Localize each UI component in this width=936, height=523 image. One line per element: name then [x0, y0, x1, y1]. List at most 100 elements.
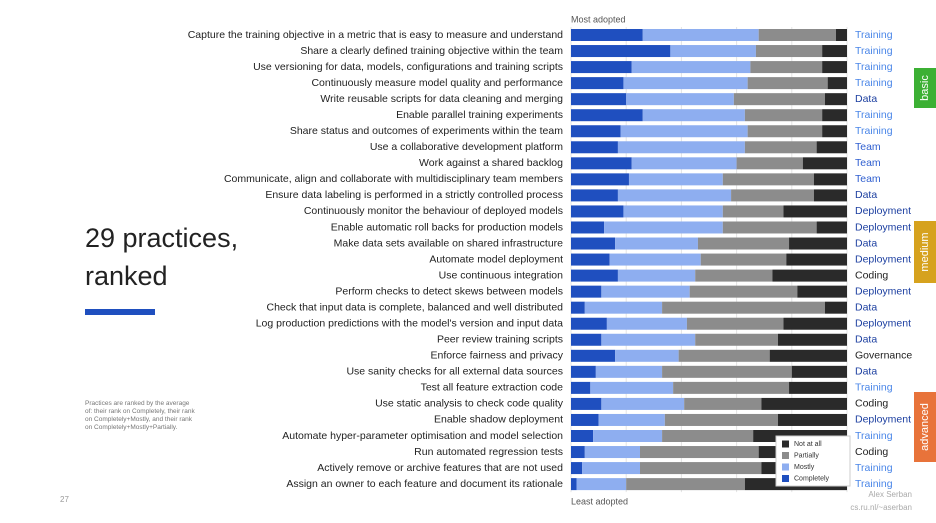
category-label: Make data sets available on shared infra… [334, 237, 564, 249]
top-label: Most adopted [571, 14, 626, 24]
bar-segment [722, 205, 784, 218]
category-label: Enforce fairness and privacy [431, 350, 564, 362]
bar-segment [617, 141, 745, 154]
category-label: Enable parallel training experiments [396, 109, 563, 121]
bar-segment [678, 349, 770, 362]
category-label: Check that input data is complete, balan… [266, 301, 563, 313]
bar-segment [686, 317, 784, 330]
legend-swatch [782, 440, 789, 448]
category-label: Assign an owner to each feature and docu… [286, 478, 563, 490]
legend-swatch [782, 475, 789, 482]
bar-segment [824, 301, 847, 314]
bar-segment [601, 333, 696, 346]
bottom-label: Least adopted [571, 496, 628, 506]
bar-segment [571, 77, 624, 90]
bar-segment [571, 205, 624, 218]
group-label: Training [855, 77, 893, 89]
author: Alex Serban [868, 490, 912, 499]
category-label: Communicate, align and collaborate with … [224, 173, 563, 185]
category-label: Work against a shared backlog [419, 157, 563, 169]
bar-segment [582, 462, 640, 475]
bar-segment [827, 77, 847, 90]
bar-segment [617, 189, 732, 202]
category-label: Capture the training objective in a metr… [188, 29, 563, 41]
bar-segment [609, 253, 701, 266]
legend-label: Mostly [794, 464, 815, 471]
bar-segment [662, 365, 792, 378]
bar-segment [590, 381, 674, 394]
group-label: Team [855, 141, 881, 153]
bar-segment [571, 301, 585, 314]
bar-segment [571, 125, 621, 138]
bar-segment [571, 462, 583, 475]
group-label: Data [855, 334, 877, 346]
page-number: 27 [60, 495, 69, 504]
bar-segment [778, 333, 847, 346]
bar-segment [758, 29, 836, 41]
bar-segment [626, 478, 745, 491]
bar-segment [584, 446, 640, 459]
bar-segment [571, 221, 605, 234]
category-label: Use continuous integration [439, 269, 563, 281]
bar-segment [628, 173, 723, 186]
group-label: Training [855, 478, 893, 490]
group-label: Coding [855, 269, 888, 281]
group-label: Team [855, 157, 881, 169]
category-label: Actively remove or archive features that… [317, 462, 563, 474]
title-line: ranked [85, 261, 168, 291]
group-label: Deployment [855, 414, 911, 426]
category-label: Log production predictions with the mode… [256, 318, 563, 330]
category-label: Enable automatic roll backs for producti… [331, 221, 563, 233]
badge [914, 392, 936, 462]
group-label: Training [855, 29, 893, 41]
bar-segment [584, 301, 663, 314]
badge [914, 68, 936, 108]
bar-segment [822, 109, 847, 122]
category-label: Use a collaborative development platform [370, 141, 563, 153]
group-label: Training [855, 45, 893, 57]
bar-segment [571, 269, 618, 282]
bar-segment [571, 446, 585, 459]
bar-segment [822, 45, 847, 58]
bar-segment [620, 125, 748, 138]
category-label: Write reusable scripts for data cleaning… [320, 93, 563, 105]
group-label: Data [855, 301, 877, 313]
category-label: Automate model deployment [429, 253, 563, 265]
category-label: Continuously monitor the behaviour of de… [304, 205, 563, 217]
group-label: Deployment [855, 221, 911, 233]
bar-segment [571, 173, 629, 186]
bar-segment [824, 93, 847, 106]
bar-segment [626, 93, 734, 106]
bar-segment [731, 189, 814, 202]
bar-segment [571, 365, 596, 378]
bar-segment [595, 365, 663, 378]
bar-segment [640, 462, 762, 475]
bar-segment [623, 205, 723, 218]
bar-segment [778, 413, 847, 426]
group-label: Training [855, 109, 893, 121]
group-label: Deployment [855, 285, 911, 297]
bar-segment [571, 237, 616, 250]
group-label: Deployment [855, 318, 911, 330]
bar-segment [571, 29, 643, 41]
category-label: Test all feature extraction code [421, 382, 564, 394]
bar-segment [571, 61, 632, 74]
category-label: Continuously measure model quality and p… [311, 77, 563, 89]
bar-segment [772, 269, 847, 282]
bar-segment [783, 205, 847, 218]
group-label: Coding [855, 398, 888, 410]
badge-label: medium [919, 232, 931, 271]
badge [914, 221, 936, 283]
bar-segment [606, 317, 687, 330]
footnote: Practices are ranked by the average of: … [85, 400, 195, 431]
bar-segment [571, 157, 632, 170]
bar-segment [631, 157, 737, 170]
bar-segment [631, 61, 751, 74]
legend-swatch [782, 463, 789, 471]
bar-segment [733, 93, 825, 106]
bar-segment [662, 301, 825, 314]
bar-segment [695, 269, 773, 282]
category-label: Perform checks to detect skews between m… [335, 285, 563, 297]
bar-segment [576, 478, 627, 491]
